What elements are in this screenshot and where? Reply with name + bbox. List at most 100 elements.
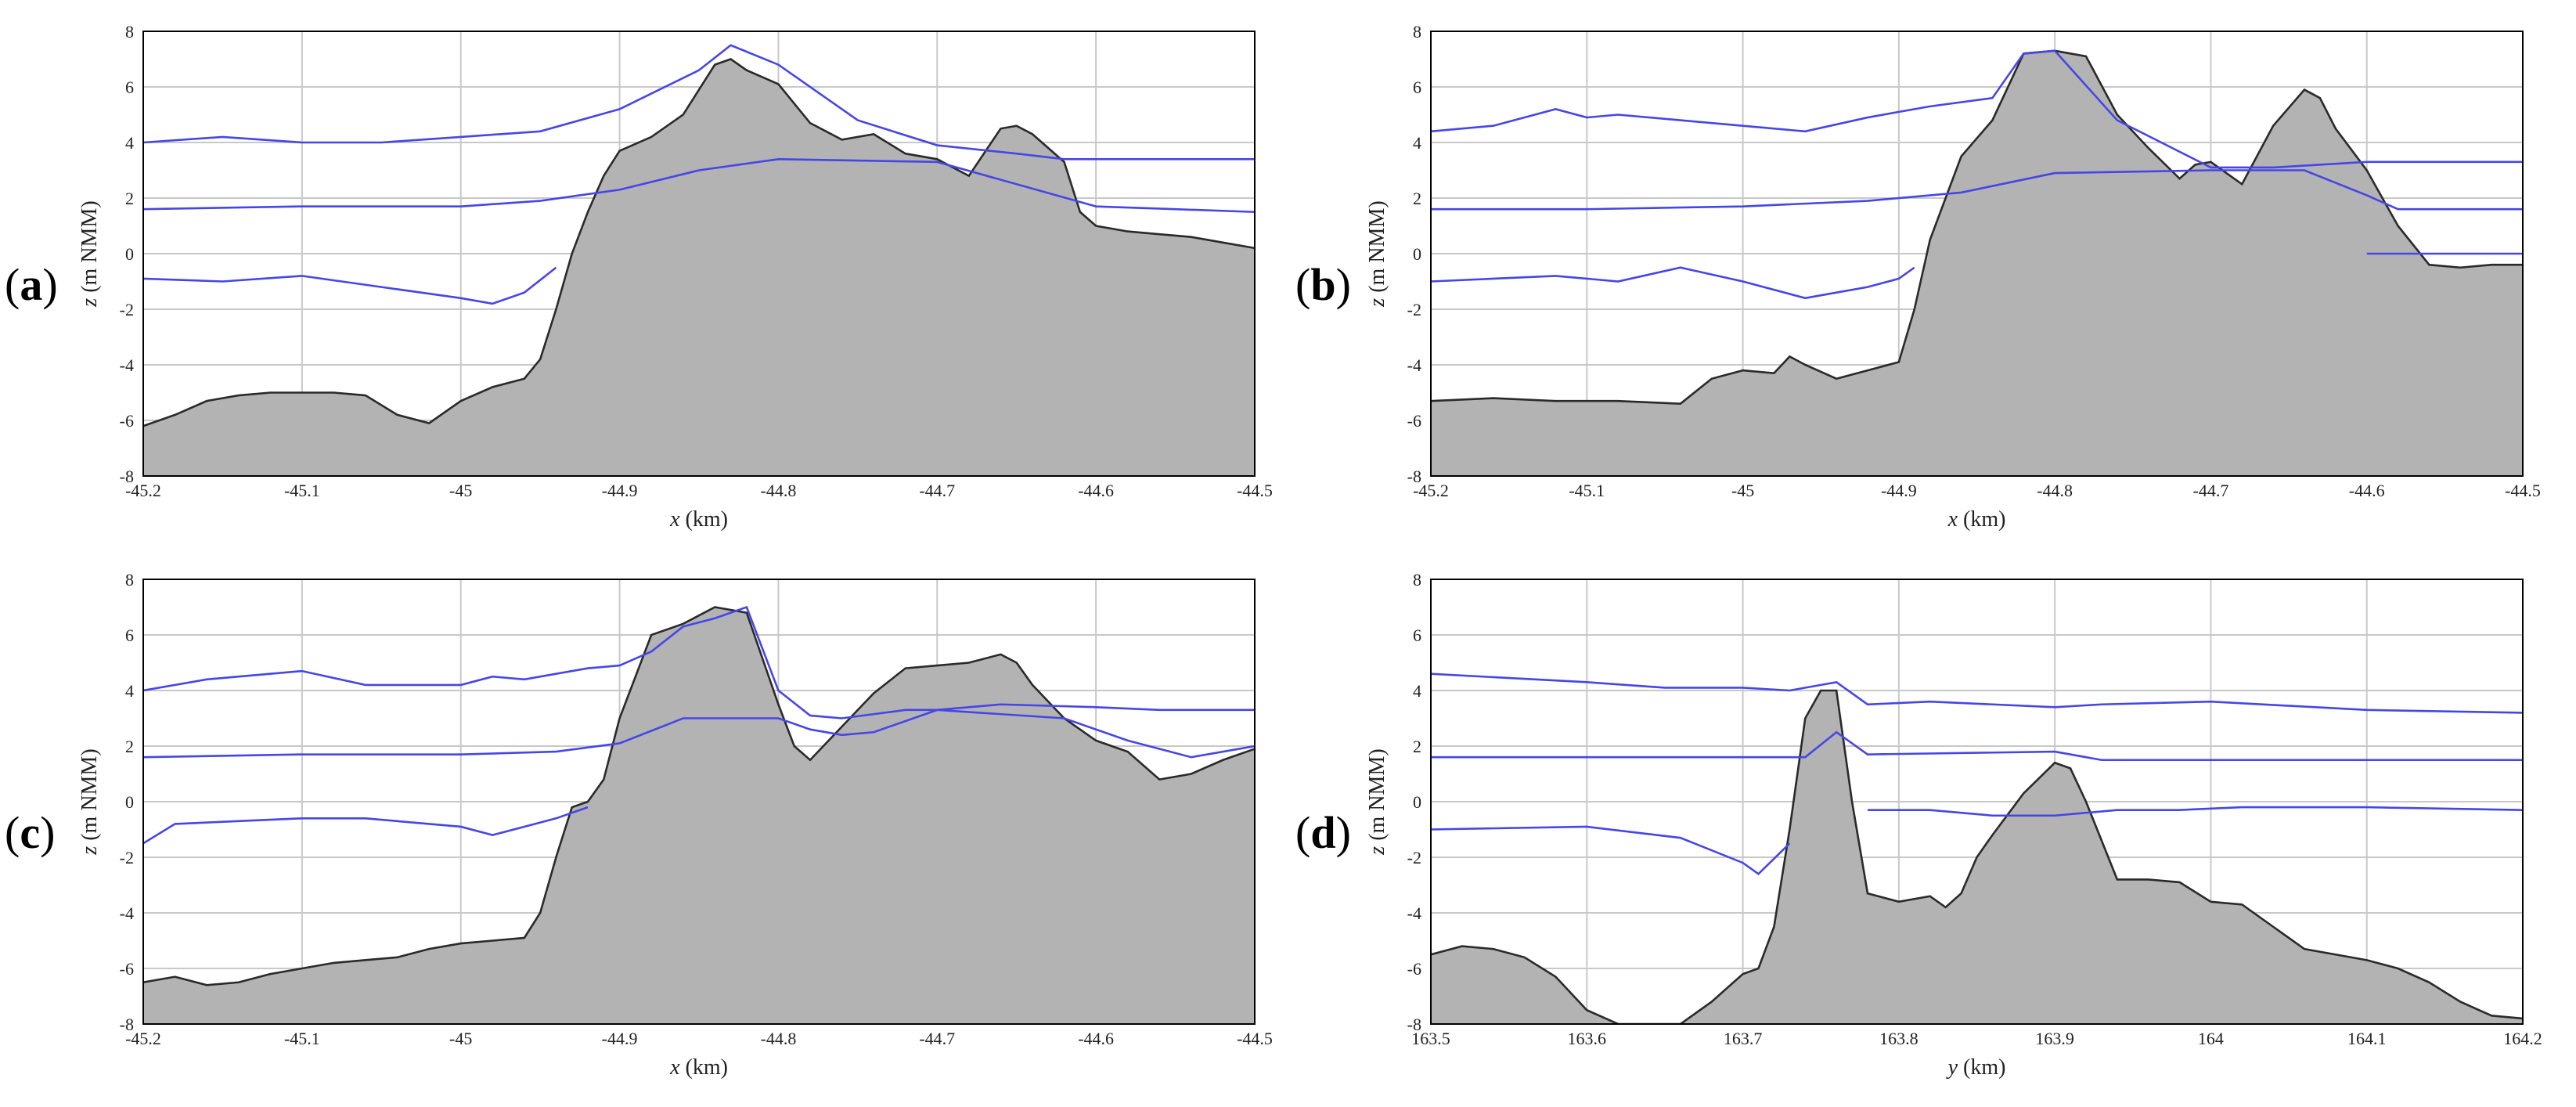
y-tick-label: 0: [125, 244, 134, 264]
x-tick-label: -44.9: [1881, 481, 1917, 500]
x-tick-label: -44.6: [1078, 481, 1114, 500]
y-tick-label: 4: [1413, 133, 1421, 153]
water-level-line-1: [1431, 672, 2523, 714]
terrain-outline: [143, 58, 1255, 427]
y-tick-label: -4: [120, 903, 134, 923]
panel-c: -45.2 -45.1 -45 -44.9 -44.8 -44.7 -44.6 -44.5 -8…: [0, 548, 1292, 1107]
y-tick-label: 8: [125, 22, 134, 41]
x-tick-label: 164.1: [2347, 1029, 2387, 1048]
y-tick-label: 0: [1413, 792, 1421, 812]
x-tick-label: -44.7: [2193, 481, 2229, 500]
y-tick-label: -6: [1407, 411, 1421, 431]
x-tick-label: -45.1: [284, 481, 320, 500]
x-tick-label: -44.5: [2505, 481, 2541, 500]
x-tick-label: -44.9: [602, 481, 638, 500]
y-axis-label: z (m NMM): [77, 200, 102, 307]
y-tick-label: -4: [1407, 355, 1421, 375]
x-tick-label: -45: [449, 1029, 472, 1048]
x-tick-label: 164.2: [2503, 1029, 2542, 1048]
panel-label-b: (b): [1295, 259, 1351, 310]
y-tick-label: 6: [1413, 78, 1421, 97]
axes-frame: [142, 579, 1256, 1025]
water-level-line-3: [1431, 825, 1791, 875]
x-tick-label: -45.1: [1569, 481, 1605, 500]
y-tick-label: -2: [120, 300, 134, 319]
y-tick-label: 0: [1413, 244, 1421, 264]
y-tick-label: -6: [120, 959, 134, 979]
y-tick-label: 8: [125, 570, 134, 590]
panel-label-d: (d): [1295, 807, 1351, 858]
y-tick-label: 2: [1413, 737, 1421, 756]
x-axis-label: x (km): [669, 507, 728, 532]
water-level-line-1: [1431, 49, 2523, 169]
y-tick-label: 6: [1413, 626, 1421, 645]
y-axis-label: z (m NMM): [1365, 748, 1389, 855]
panel-a: -45.2 -45.1 -45 -44.9 -44.8 -44.7 -44.6 -44.5 -8…: [0, 0, 1292, 556]
x-tick-label: 163.6: [1568, 1029, 1607, 1048]
x-axis-label: y (km): [1946, 1055, 2006, 1080]
x-tick-label: -44.7: [919, 481, 955, 500]
y-tick-label: 2: [125, 737, 134, 756]
x-tick-label: 164: [2198, 1029, 2224, 1048]
y-tick-label: -8: [1407, 1015, 1421, 1034]
panel-b: -45.2 -45.1 -45 -44.9 -44.8 -44.7 -44.6 -44.5 -8…: [1288, 0, 2576, 556]
y-tick-label: 8: [1413, 22, 1421, 41]
axes-frame: [142, 31, 1256, 477]
y-tick-label: 4: [1413, 681, 1421, 701]
axes-frame: [1430, 579, 2524, 1025]
x-tick-label: -45: [449, 481, 472, 500]
y-tick-label: -2: [120, 848, 134, 867]
x-tick-label: 163.7: [1724, 1029, 1763, 1048]
y-tick-label: 0: [125, 792, 134, 812]
x-tick-label: 163.8: [1879, 1029, 1918, 1048]
y-tick-label: 4: [125, 681, 134, 701]
y-tick-label: 2: [1413, 189, 1421, 208]
y-tick-label: -8: [120, 467, 134, 486]
chart-d: 163.5 163.6 163.7 163.8 163.9 164 164.1 164.2 -8…: [1365, 570, 2542, 1080]
water-level-line-2: [143, 709, 1255, 759]
x-axis-label: x (km): [669, 1055, 728, 1080]
x-tick-label: -44.8: [761, 481, 797, 500]
water-level-line-2: [1431, 169, 2523, 211]
x-tick-label: -44.6: [2349, 481, 2385, 500]
x-tick-label: 163.9: [2035, 1029, 2074, 1048]
x-tick-label: -45.2: [125, 481, 161, 500]
y-tick-label: -2: [1407, 300, 1421, 319]
x-tick-label: -44.5: [1237, 481, 1273, 500]
chart-a: -45.2 -45.1 -45 -44.9 -44.8 -44.7 -44.6 -44.5 -8…: [77, 22, 1273, 532]
x-tick-label: -45.2: [1413, 481, 1449, 500]
y-tick-label: 6: [125, 78, 134, 97]
water-level-line-4: [1868, 806, 2523, 817]
x-tick-label: -45.2: [125, 1029, 161, 1048]
y-tick-label: -6: [120, 411, 134, 431]
water-level-line-2: [1431, 730, 2523, 762]
terrain-area: [143, 59, 1255, 476]
y-tick-label: -2: [1407, 848, 1421, 867]
x-axis-label: x (km): [1947, 507, 2006, 532]
y-tick-label: 4: [125, 133, 134, 153]
water-level-line-3: [143, 806, 589, 845]
y-axis-label: z (m NMM): [1365, 200, 1389, 307]
water-level-line-3: [1431, 266, 1915, 300]
panel-d: 163.5 163.6 163.7 163.8 163.9 164 164.1 164.2 -8…: [1288, 548, 2576, 1107]
y-tick-label: -6: [1407, 959, 1421, 979]
x-tick-label: -45: [1731, 481, 1754, 500]
y-tick-label: 2: [125, 189, 134, 208]
x-tick-label: -44.5: [1237, 1029, 1273, 1048]
y-tick-label: -4: [120, 355, 134, 375]
axes-frame: [1430, 31, 2524, 477]
y-tick-label: -8: [1407, 467, 1421, 486]
y-axis-label: z (m NMM): [77, 748, 102, 855]
panel-label-a: (a): [5, 259, 58, 310]
x-tick-label: -44.7: [919, 1029, 955, 1048]
x-tick-label: -45.1: [284, 1029, 320, 1048]
chart-c: -45.2 -45.1 -45 -44.9 -44.8 -44.7 -44.6 -44.5 -8…: [77, 570, 1273, 1080]
panel-label-c: (c): [5, 807, 56, 858]
terrain-outline: [143, 606, 1255, 986]
terrain-area: [1431, 50, 2523, 476]
terrain-outline: [1431, 689, 2523, 1024]
y-tick-label: -4: [1407, 903, 1421, 923]
chart-b: -45.2 -45.1 -45 -44.9 -44.8 -44.7 -44.6 -44.5 -8…: [1365, 22, 2541, 532]
y-tick-label: 6: [125, 626, 134, 645]
water-level-line-2: [143, 157, 1255, 214]
